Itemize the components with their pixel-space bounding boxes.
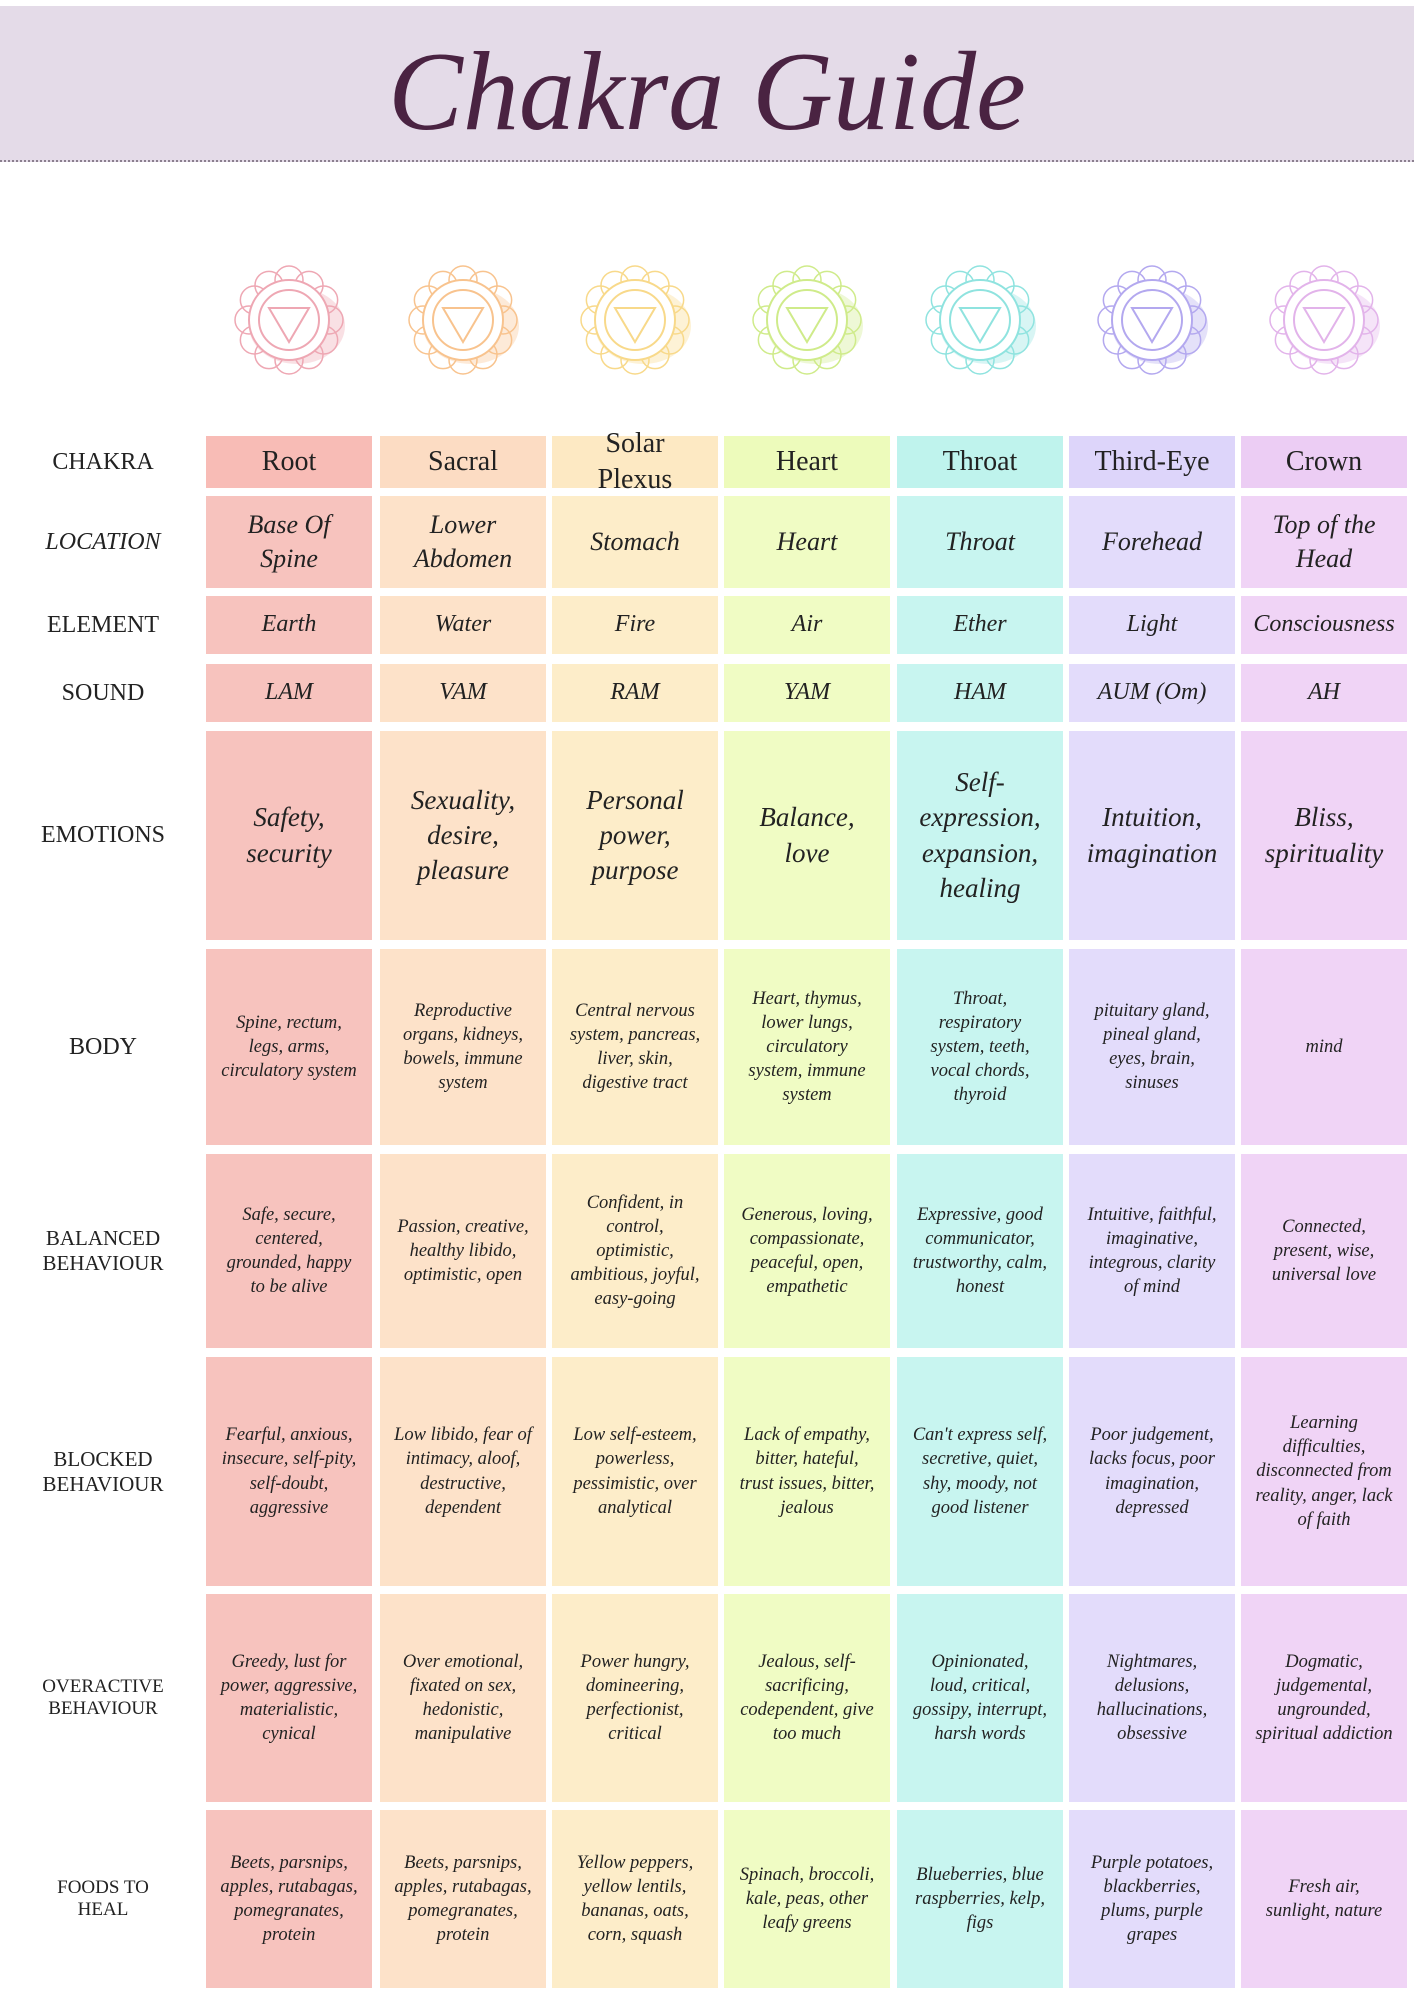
table-cell: Connected, present, wise, universal love <box>1241 1154 1407 1348</box>
table-cell: Low libido, fear of intimacy, aloof, des… <box>380 1357 546 1586</box>
table-cell: YAM <box>724 664 890 722</box>
table-cell: Expressive, good communicator, trustwort… <box>897 1154 1063 1348</box>
table-cell: Purple potatoes, blackberries, plums, pu… <box>1069 1810 1235 1988</box>
row-label: BLOCKED BEHAVIOUR <box>42 1446 164 1496</box>
table-cell: Personal power, purpose <box>552 731 718 940</box>
chakra-icon <box>1097 265 1208 375</box>
table-cell: Water <box>380 596 546 654</box>
chakra-icon <box>1269 265 1380 375</box>
table-cell: Stomach <box>552 496 718 588</box>
table-cell: Bliss, spirituality <box>1241 731 1407 940</box>
table-cell: Safety, security <box>206 731 372 940</box>
table-cell: HAM <box>897 664 1063 722</box>
chakra-icon <box>408 265 519 375</box>
chakra-icon <box>580 265 691 375</box>
table-cell: Fire <box>552 596 718 654</box>
table-cell: Top of the Head <box>1241 496 1407 588</box>
chakra-name: Heart <box>724 436 890 488</box>
title: Chakra Guide <box>388 30 1026 154</box>
table-cell: Forehead <box>1069 496 1235 588</box>
table-cell: Intuition, imagination <box>1069 731 1235 940</box>
table-cell: Reproductive organs, kidneys, bowels, im… <box>380 949 546 1145</box>
row-label: CHAKRA <box>52 448 154 475</box>
chakra-name: Sacral <box>380 436 546 488</box>
table-cell: Lower Abdomen <box>380 496 546 588</box>
table-cell: Balance, love <box>724 731 890 940</box>
row-label: FOODS TO HEAL <box>57 1877 149 1920</box>
table-cell: Safe, secure, centered, grounded, happy … <box>206 1154 372 1348</box>
table-cell: Light <box>1069 596 1235 654</box>
table-cell: Central nervous system, pancreas, liver,… <box>552 949 718 1145</box>
table-cell: Passion, creative, healthy libido, optim… <box>380 1154 546 1348</box>
table-cell: Earth <box>206 596 372 654</box>
chakra-icon <box>234 265 345 375</box>
table-cell: Blueberries, blue raspberries, kelp, fig… <box>897 1810 1063 1988</box>
table-cell: Beets, parsnips, apples, rutabagas, pome… <box>380 1810 546 1988</box>
table-cell: Sexuality, desire, pleasure <box>380 731 546 940</box>
chakra-icons <box>234 265 1380 375</box>
table-cell: Poor judgement, lacks focus, poor imagin… <box>1069 1357 1235 1586</box>
table-cell: Fresh air, sunlight, nature <box>1241 1810 1407 1988</box>
table-cell: Intuitive, faithful, imaginative, integr… <box>1069 1154 1235 1348</box>
table-cell: Fearful, anxious, insecure, self-pity, s… <box>206 1357 372 1586</box>
chakra-name: Third-Eye <box>1069 436 1235 488</box>
chakra-icon <box>752 265 863 375</box>
table-cell: Greedy, lust for power, aggressive, mate… <box>206 1594 372 1802</box>
table-cell: Dogmatic, judgemental, ungrounded, spiri… <box>1241 1594 1407 1802</box>
table-cell: Jealous, self-sacrificing, codependent, … <box>724 1594 890 1802</box>
chakra-name: Solar Plexus <box>552 428 718 495</box>
table-cell: Confident, in control, optimistic, ambit… <box>552 1154 718 1348</box>
chakra-name: Crown <box>1241 436 1407 488</box>
table-cell: Yellow peppers, yellow lentils, bananas,… <box>552 1810 718 1988</box>
table-cell: Generous, loving, compassionate, peacefu… <box>724 1154 890 1348</box>
table-cell: Base Of Spine <box>206 496 372 588</box>
table-cell: LAM <box>206 664 372 722</box>
table-cell: Over emotional, fixated on sex, hedonist… <box>380 1594 546 1802</box>
row-label: OVERACTIVE BEHAVIOUR <box>42 1676 164 1719</box>
table-cell: Ether <box>897 596 1063 654</box>
table-cell: Nightmares, delusions, hallucinations, o… <box>1069 1594 1235 1802</box>
table-cell: Self-expression, expansion, healing <box>897 731 1063 940</box>
chakra-name: Root <box>206 436 372 488</box>
table-cell: Learning difficulties, disconnected from… <box>1241 1357 1407 1586</box>
table-cell: Low self-esteem, powerless, pessimistic,… <box>552 1357 718 1586</box>
table-cell: Throat <box>897 496 1063 588</box>
table-cell: Spinach, broccoli, kale, peas, other lea… <box>724 1810 890 1988</box>
table-cell: Consciousness <box>1241 596 1407 654</box>
row-label: BODY <box>68 1033 137 1060</box>
row-label: LOCATION <box>45 528 161 555</box>
table-cell: Throat, respiratory system, teeth, vocal… <box>897 949 1063 1145</box>
table-cell: AUM (Om) <box>1069 664 1235 722</box>
chakra-icon <box>925 265 1036 375</box>
table-cell: Air <box>724 596 890 654</box>
table-cell: Beets, parsnips, apples, rutabagas, pome… <box>206 1810 372 1988</box>
row-label: EMOTIONS <box>41 822 165 848</box>
table-cell: Lack of empathy, bitter, hateful, trust … <box>724 1357 890 1586</box>
table-cell: Heart, thymus, lower lungs, circulatory … <box>724 949 890 1145</box>
chakra-name: Throat <box>897 436 1063 488</box>
table-cell: Opinionated, loud, critical, gossipy, in… <box>897 1594 1063 1802</box>
table-cell: pituitary gland, pineal gland, eyes, bra… <box>1069 949 1235 1145</box>
table-cell: Heart <box>724 496 890 588</box>
table-cell: AH <box>1241 664 1407 722</box>
row-label: SOUND <box>61 679 145 706</box>
table-cell: RAM <box>552 664 718 722</box>
table-cell: Spine, rectum, legs, arms, circulatory s… <box>206 949 372 1145</box>
header: Chakra Guide <box>0 6 1414 162</box>
table-cell: Power hungry, domineering, perfectionist… <box>552 1594 718 1802</box>
table-cell: mind <box>1241 949 1407 1145</box>
row-label: ELEMENT <box>47 611 159 638</box>
table-cell: Can't express self, secretive, quiet, sh… <box>897 1357 1063 1586</box>
row-label: BALANCED BEHAVIOUR <box>42 1226 164 1275</box>
table-cell: VAM <box>380 664 546 722</box>
